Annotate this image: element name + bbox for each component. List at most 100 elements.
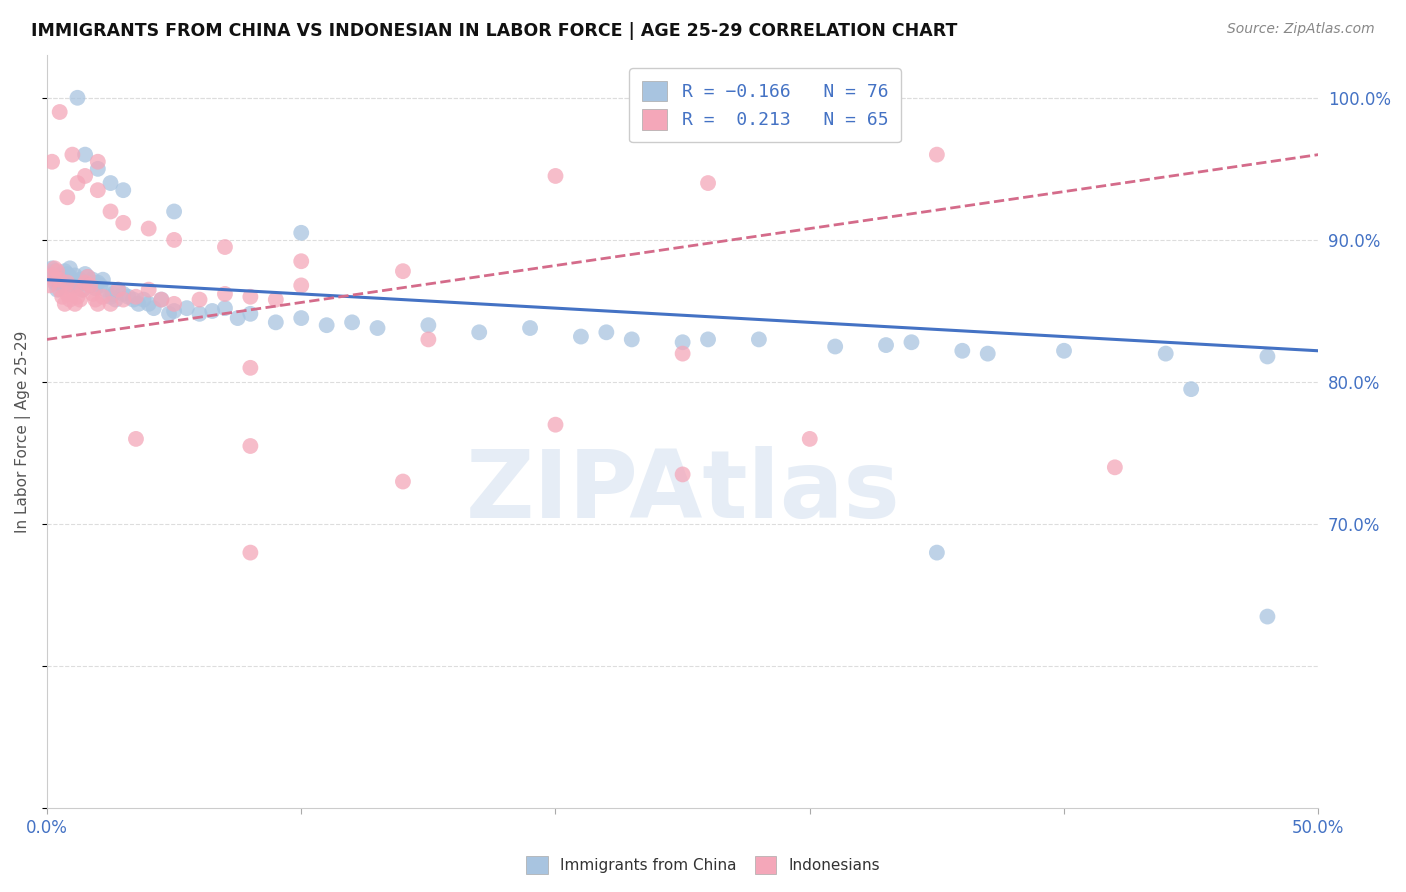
Point	[1053, 343, 1076, 358]
Point	[315, 318, 337, 333]
Point	[977, 346, 1000, 360]
Point	[84, 293, 107, 307]
Point	[53, 297, 76, 311]
Point	[69, 273, 91, 287]
Point	[41, 268, 63, 283]
Point	[925, 546, 948, 560]
Point	[176, 301, 198, 315]
Point	[150, 293, 173, 307]
Point	[66, 278, 89, 293]
Point	[112, 183, 135, 197]
Point	[290, 254, 312, 268]
Point	[87, 276, 110, 290]
Point	[82, 273, 104, 287]
Point	[79, 278, 101, 293]
Point	[824, 339, 846, 353]
Point	[48, 273, 70, 287]
Point	[544, 169, 567, 183]
Legend: Immigrants from China, Indonesians: Immigrants from China, Indonesians	[520, 850, 886, 880]
Point	[150, 293, 173, 307]
Point	[112, 287, 135, 301]
Point	[60, 273, 83, 287]
Point	[125, 432, 148, 446]
Point	[94, 283, 117, 297]
Point	[48, 105, 70, 120]
Point	[51, 273, 73, 287]
Point	[125, 290, 148, 304]
Point	[748, 332, 770, 346]
Point	[75, 276, 97, 290]
Point	[1104, 460, 1126, 475]
Point	[87, 154, 110, 169]
Point	[697, 176, 720, 190]
Text: ZIPAtlas: ZIPAtlas	[465, 446, 900, 538]
Point	[72, 283, 94, 297]
Point	[239, 360, 262, 375]
Point	[544, 417, 567, 432]
Point	[620, 332, 643, 346]
Point	[75, 169, 97, 183]
Point	[418, 332, 440, 346]
Point	[418, 318, 440, 333]
Point	[950, 343, 973, 358]
Point	[101, 287, 124, 301]
Point	[900, 335, 922, 350]
Point	[87, 297, 110, 311]
Point	[56, 278, 79, 293]
Point	[239, 439, 262, 453]
Point	[112, 216, 135, 230]
Point	[1256, 350, 1278, 364]
Text: IMMIGRANTS FROM CHINA VS INDONESIAN IN LABOR FORCE | AGE 25-29 CORRELATION CHART: IMMIGRANTS FROM CHINA VS INDONESIAN IN L…	[31, 22, 957, 40]
Point	[44, 273, 66, 287]
Point	[60, 147, 83, 161]
Text: Source: ZipAtlas.com: Source: ZipAtlas.com	[1227, 22, 1375, 37]
Legend: R = −0.166   N = 76, R =  0.213   N = 65: R = −0.166 N = 76, R = 0.213 N = 65	[630, 68, 901, 142]
Point	[519, 321, 541, 335]
Point	[138, 283, 160, 297]
Point	[122, 293, 145, 307]
Point	[264, 293, 287, 307]
Point	[112, 293, 135, 307]
Point	[63, 297, 86, 311]
Point	[1154, 346, 1177, 360]
Point	[46, 273, 69, 287]
Point	[264, 315, 287, 329]
Point	[1180, 382, 1202, 396]
Point	[163, 304, 186, 318]
Point	[48, 283, 70, 297]
Point	[392, 475, 415, 489]
Point	[91, 273, 114, 287]
Point	[239, 307, 262, 321]
Point	[46, 283, 69, 297]
Point	[239, 290, 262, 304]
Point	[290, 226, 312, 240]
Point	[48, 268, 70, 283]
Point	[59, 269, 82, 284]
Point	[87, 161, 110, 176]
Point	[1256, 609, 1278, 624]
Point	[188, 307, 211, 321]
Point	[63, 276, 86, 290]
Point	[84, 281, 107, 295]
Point	[107, 283, 129, 297]
Point	[595, 326, 617, 340]
Point	[48, 276, 70, 290]
Point	[59, 293, 82, 307]
Point	[75, 147, 97, 161]
Point	[89, 278, 111, 293]
Point	[138, 297, 160, 311]
Point	[290, 278, 312, 293]
Point	[82, 287, 104, 301]
Point	[41, 154, 63, 169]
Point	[163, 297, 186, 311]
Point	[163, 204, 186, 219]
Point	[66, 91, 89, 105]
Point	[59, 261, 82, 276]
Point	[188, 293, 211, 307]
Point	[100, 290, 122, 304]
Y-axis label: In Labor Force | Age 25-29: In Labor Force | Age 25-29	[15, 331, 31, 533]
Point	[875, 338, 897, 352]
Point	[226, 311, 249, 326]
Point	[44, 276, 66, 290]
Point	[75, 276, 97, 290]
